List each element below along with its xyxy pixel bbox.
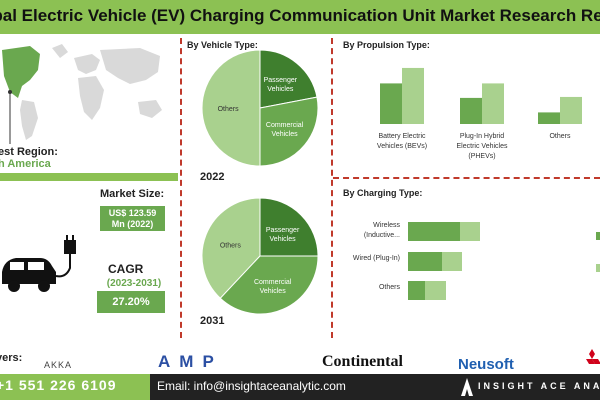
charging-bar-0-0 (408, 222, 460, 241)
pie2031-slice-2 (219, 255, 319, 315)
propulsion-bar-1-0 (460, 97, 482, 124)
market-size-amount: US$ 123.59 (108, 208, 157, 218)
continental-logo: Continental (322, 353, 403, 370)
charging-label-2-0: Others (379, 284, 401, 291)
cagr-value: 27.20% (97, 291, 165, 313)
green-rule (0, 173, 178, 181)
key-players-label: yers: (0, 352, 23, 364)
divider-right-horizontal (333, 177, 600, 179)
propulsion-type-title: By Propulsion Type: (343, 40, 430, 50)
pie2031-slice-label-2-0: Commercial (254, 279, 292, 286)
page-title: obal Electric Vehicle (EV) Charging Comm… (0, 6, 600, 25)
market-size-unit: Mn (2022) (111, 219, 154, 229)
pie2022-slice-label-2-0: Commercial (266, 122, 304, 129)
pie2031-slice-label-1-0: Passenger (266, 227, 300, 234)
charging-label-0-0: Wireless (373, 222, 400, 229)
legend-swatch-1 (596, 232, 600, 240)
vehicle-type-title: By Vehicle Type: (187, 40, 258, 50)
legend-swatch-2 (596, 264, 600, 272)
divider-middle (331, 38, 333, 338)
propulsion-label-2-0: Others (549, 133, 571, 140)
pie2031-slice-label-2-1: Vehicles (260, 288, 287, 295)
pie2031-slice-label-1-1: Vehicles (270, 236, 297, 243)
pie2022-slice-0 (201, 49, 261, 167)
neusoft-logo: Neusoft (458, 356, 514, 373)
pie2022-slice-2 (259, 96, 319, 167)
region-label: est Region: (0, 146, 58, 158)
charging-type-title: By Charging Type: (343, 188, 423, 198)
brand-name: INSIGHT ACE ANA (478, 381, 600, 391)
propulsion-bar-2-0 (538, 112, 560, 124)
market-size-label: Market Size: (100, 188, 165, 200)
pie2022-slice-label-2-1: Vehicles (272, 131, 299, 138)
year-2022-label: 2022 (200, 171, 225, 183)
mitsubishi-logo (586, 349, 600, 364)
amp-logo: AMP (158, 352, 223, 371)
charging-bar-1-0 (408, 252, 442, 271)
cagr-years: (2023-2031) (106, 278, 162, 289)
propulsion-bar-0-1 (402, 67, 424, 124)
pie2031-slice-0 (201, 197, 261, 299)
ev-car-icon (2, 235, 76, 292)
propulsion-label-0-1: Vehicles (BEVs) (377, 143, 427, 150)
propulsion-label-0-0: Battery Electric (378, 133, 426, 140)
propulsion-bar-chart: Battery Electric Vehicles (BEVs) Plug-In H… (377, 67, 582, 160)
insight-ace-logo-icon (461, 378, 473, 396)
charging-bar-chart: Wireless (Inductive... Wired (Plug-In) Othe… (353, 222, 600, 300)
charging-label-0-1: (Inductive... (364, 232, 400, 239)
pie2022-slice-label-0-0: Others (218, 106, 240, 113)
propulsion-label-1-2: (PHEVs) (468, 153, 495, 160)
propulsion-bar-2-1 (560, 96, 582, 124)
propulsion-bar-1-1 (482, 83, 504, 124)
pie2022-slice-1 (259, 49, 318, 109)
propulsion-bar-0-0 (380, 83, 402, 124)
propulsion-label-1-0: Plug-In Hybrid (460, 133, 504, 140)
charging-label-1-0: Wired (Plug-In) (353, 255, 400, 262)
pie2022-slice-label-1-0: Passenger (264, 77, 298, 84)
phone-number[interactable]: +1 551 226 6109 (0, 377, 117, 393)
pie-chart-2031: Others Passenger Vehicles Commercial Vehicle… (201, 197, 319, 315)
charging-bar-2-0 (408, 281, 425, 300)
header-bar: obal Electric Vehicle (EV) Charging Comm… (0, 0, 600, 34)
propulsion-label-1-1: Electric Vehicles (457, 143, 508, 150)
pie2031-slice-1 (259, 197, 319, 257)
cagr-label: CAGR (108, 262, 144, 276)
divider-left (180, 38, 182, 338)
world-map-icon (2, 44, 162, 144)
market-size-value: US$ 123.59 Mn (2022) (100, 206, 165, 231)
year-2031-label: 2031 (200, 315, 225, 327)
pie2022-slice-label-1-1: Vehicles (267, 86, 294, 93)
pie2031-slice-label-0-0: Others (220, 242, 242, 249)
akka-logo: AKKA (44, 360, 73, 370)
pie-chart-2022: Others Passenger Vehicles Commercial Vehicle… (201, 49, 319, 167)
phone-background (0, 374, 150, 400)
region-value: h America (0, 158, 51, 170)
email-address[interactable]: Email: info@insightaceanalytic.com (157, 379, 346, 393)
